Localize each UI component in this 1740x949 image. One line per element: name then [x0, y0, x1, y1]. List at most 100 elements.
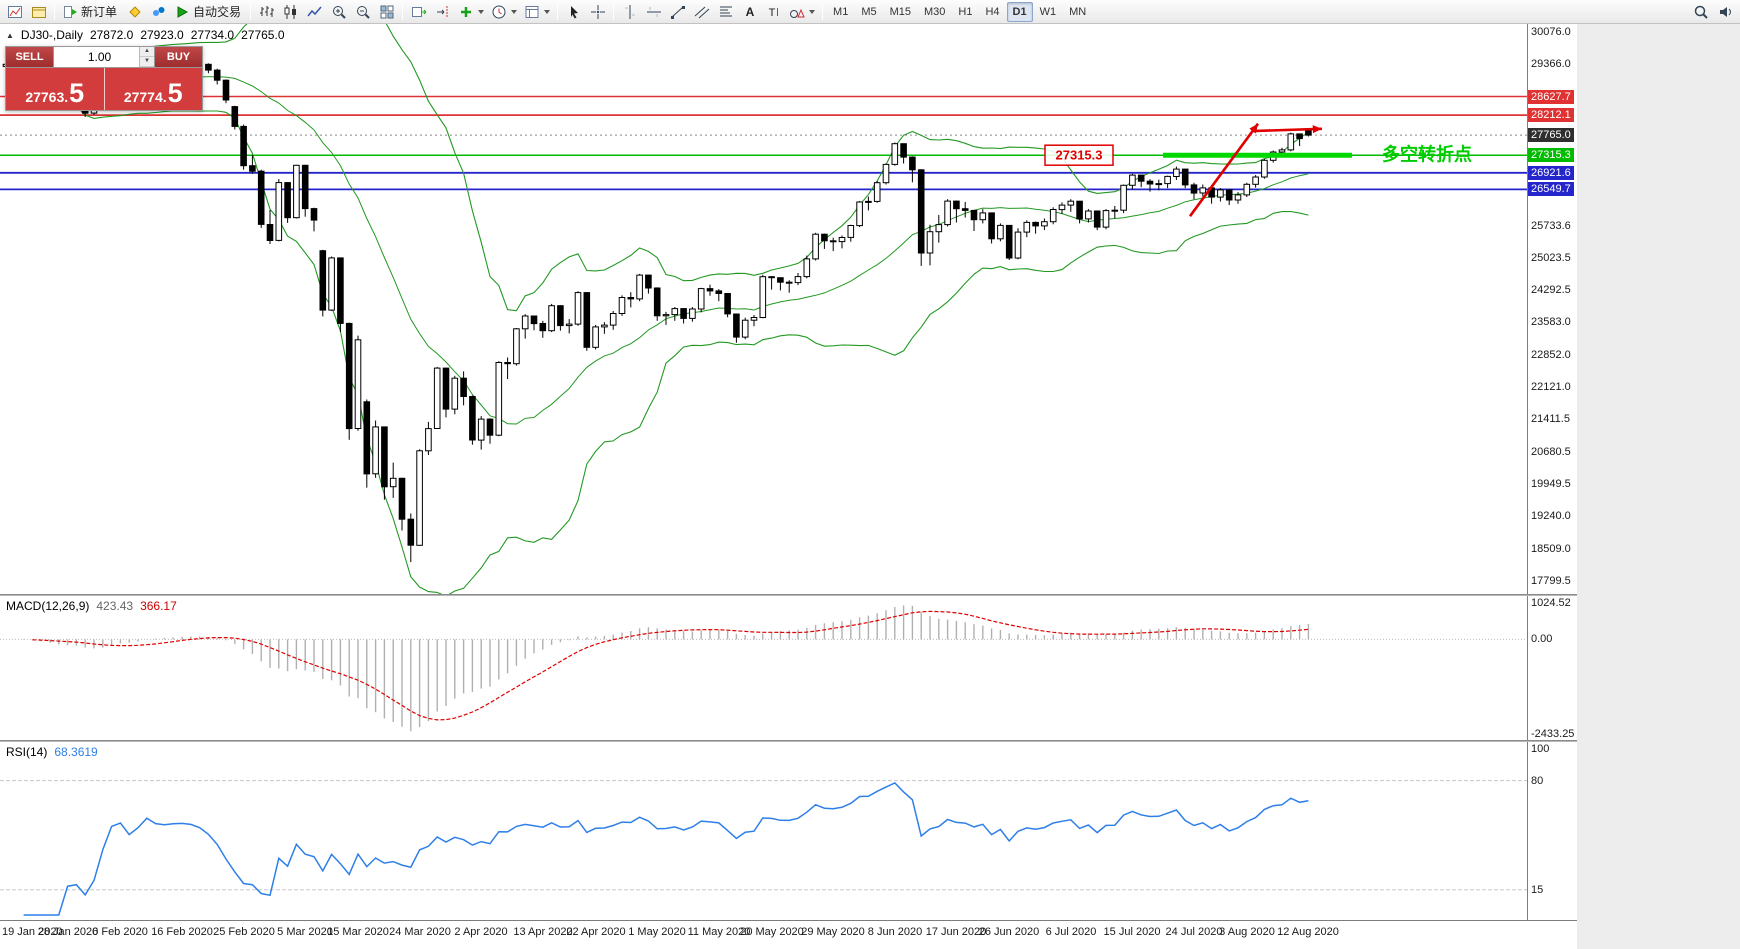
zoom-out-button[interactable] [351, 1, 374, 22]
buy-price[interactable]: 27774. 5 [104, 68, 202, 110]
clock-icon [491, 4, 507, 20]
tile-windows-button[interactable] [375, 1, 398, 22]
price-axis-label: 22852.0 [1531, 349, 1571, 361]
timeframe-H1-button[interactable]: H1 [958, 5, 973, 18]
auto-scroll-button[interactable] [407, 1, 430, 22]
volume-increase-button[interactable]: ▲ [140, 47, 154, 57]
sell-price[interactable]: 27763. 5 [6, 68, 105, 110]
chart-close-value: 27765.0 [241, 28, 285, 42]
dropdown-caret-icon [544, 9, 551, 14]
price-axis[interactable]: 30076.0 29366.0 25733.6 25023.5 24292.5 23583… [1527, 24, 1577, 920]
bar-chart-mode-button[interactable] [255, 1, 278, 22]
play-icon [174, 4, 190, 20]
grid-icon [379, 4, 395, 20]
chart-shift-button[interactable] [431, 1, 454, 22]
timeframe-M1-button[interactable]: M1 [833, 5, 849, 18]
profiles-button[interactable] [27, 1, 50, 22]
macd-value-main: 423.43 [96, 599, 134, 613]
template-icon [524, 4, 540, 20]
rsi-axis-label: 80 [1531, 775, 1544, 787]
price-axis-label: 19949.5 [1531, 478, 1571, 490]
cursor-button[interactable] [562, 1, 585, 22]
zoom-in-button[interactable] [327, 1, 350, 22]
price-badge: 27315.3 [1528, 148, 1574, 162]
date-label: 8 Jun 2020 [867, 926, 923, 938]
hline-icon [646, 4, 662, 20]
buy-price-main: 27774. [123, 88, 167, 105]
price-badge: 26549.7 [1528, 182, 1574, 196]
dropdown-caret-icon [478, 9, 485, 14]
rsi-pane[interactable] [0, 742, 1527, 920]
timeframe-MN-button[interactable]: MN [1069, 5, 1087, 18]
community-button[interactable] [147, 1, 170, 22]
date-label: 3 Aug 2020 [1219, 926, 1275, 938]
one-click-trading-panel: SELL 1.00 ▲ ▼ BUY 27763. 5 27774. 5 [5, 46, 203, 111]
macd-pane-splitter[interactable] [0, 594, 1577, 596]
macd-pane[interactable] [0, 596, 1527, 740]
candle-chart-mode-button[interactable] [279, 1, 302, 22]
date-label: 20 May 2020 [740, 926, 804, 938]
volume-value[interactable]: 1.00 [87, 50, 112, 64]
zoomout-icon [355, 4, 371, 20]
textT-icon: T [766, 4, 782, 20]
alerts-button[interactable] [1714, 1, 1737, 22]
new-chart-button[interactable] [3, 1, 26, 22]
toolbar-separator [54, 3, 55, 20]
timeframe-D1-button[interactable]: D1 [1006, 1, 1033, 22]
timeframe-W1-button[interactable]: W1 [1039, 5, 1057, 18]
main-chart-canvas[interactable]: 27315.3 多空转折点 [0, 24, 1527, 594]
dropdown-caret-icon [809, 9, 816, 14]
rsi-axis-label: 15 [1531, 884, 1544, 896]
sell-button[interactable]: SELL [6, 47, 53, 67]
svg-text:A: A [745, 5, 754, 19]
macd-title: MACD(12,26,9) [6, 599, 90, 613]
linechart-icon [306, 4, 323, 20]
arrows-shapes-button[interactable] [786, 1, 818, 22]
order-icon [62, 4, 78, 20]
templates-button[interactable] [521, 1, 553, 22]
date-label: 5 Mar 2020 [277, 926, 333, 938]
indicators-button[interactable] [455, 1, 487, 22]
search-button[interactable] [1689, 1, 1712, 22]
equidistant-channel-button[interactable] [690, 1, 713, 22]
rsi-pane-splitter[interactable] [0, 740, 1577, 742]
periods-button[interactable] [488, 1, 520, 22]
trendline-button[interactable] [666, 1, 689, 22]
rsi-value: 68.3619 [54, 745, 98, 759]
metaeditor-button[interactable] [123, 1, 146, 22]
vertical-line-button[interactable] [618, 1, 641, 22]
text-button[interactable]: A [738, 1, 761, 22]
buy-button[interactable]: BUY [155, 47, 202, 67]
fibo-icon [718, 4, 734, 20]
volume-decrease-button[interactable]: ▼ [140, 57, 154, 67]
crosshair-button[interactable] [586, 1, 609, 22]
bars-icon [259, 4, 275, 20]
new-order-button[interactable]: 新订单 [59, 1, 122, 22]
zoomin-icon [331, 4, 347, 20]
price-axis-label: 24292.5 [1531, 284, 1571, 296]
vline-icon [622, 4, 638, 20]
timeframe-H4-button[interactable]: H4 [985, 5, 1000, 18]
time-axis[interactable]: 19 Jan 2020 28 Jan 2020 6 Feb 2020 16 Feb 2… [0, 920, 1577, 949]
dropdown-caret-icon [511, 9, 518, 14]
line-chart-mode-button[interactable] [303, 1, 326, 22]
sell-price-pips: 5 [69, 78, 85, 109]
date-label: 6 Feb 2020 [92, 926, 148, 938]
date-label: 15 Mar 2020 [327, 926, 389, 938]
horizontal-line-button[interactable] [642, 1, 665, 22]
chart-open-value: 27872.0 [89, 28, 134, 42]
date-label: 2 Apr 2020 [454, 926, 508, 938]
volume-field[interactable]: 1.00 ▲ ▼ [53, 47, 155, 67]
date-label: 22 Apr 2020 [566, 926, 626, 938]
collapse-icon[interactable]: ▲ [6, 30, 14, 40]
diamond-icon [127, 4, 143, 20]
chart-high-value: 27923.0 [140, 28, 184, 42]
profile-icon [31, 4, 47, 20]
autotrading-button[interactable]: 自动交易 [171, 1, 246, 22]
timeframe-M30-button[interactable]: M30 [924, 5, 946, 18]
fibonacci-button[interactable] [714, 1, 737, 22]
text-label-button[interactable]: T [762, 1, 785, 22]
timeframe-M15-button[interactable]: M15 [889, 5, 911, 18]
timeframe-M5-button[interactable]: M5 [861, 5, 877, 18]
